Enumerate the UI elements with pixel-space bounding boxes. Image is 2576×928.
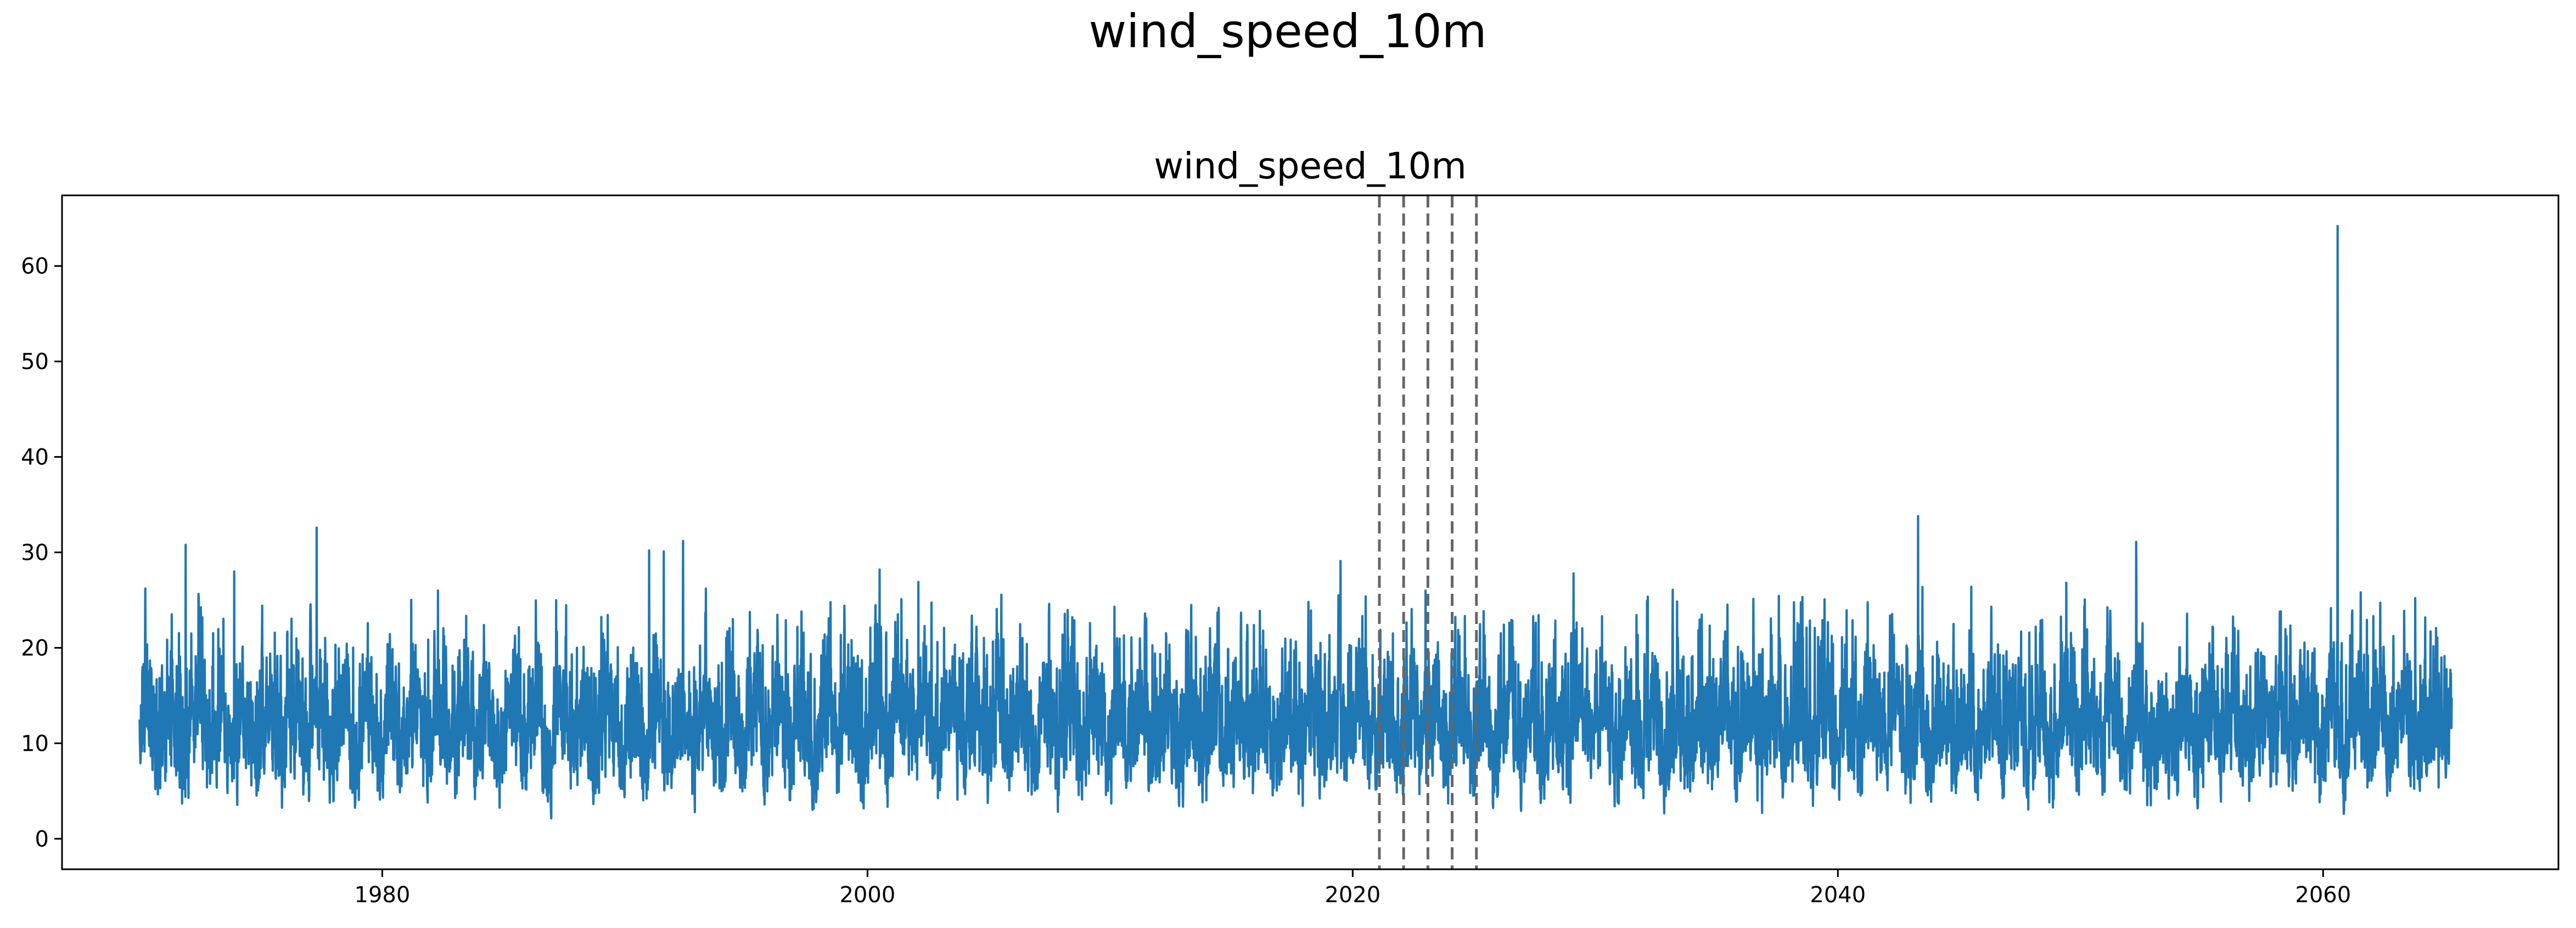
x-tick-label: 2060 xyxy=(2295,882,2351,908)
y-axis: 0 10 20 30 40 50 60 xyxy=(21,254,62,852)
y-tick-label: 10 xyxy=(21,731,49,756)
y-tick-label: 0 xyxy=(35,826,49,852)
y-tick-label: 30 xyxy=(21,541,49,566)
x-tick-label: 2020 xyxy=(1325,882,1380,908)
x-tick-label: 1980 xyxy=(355,882,411,908)
y-tick-label: 50 xyxy=(21,350,49,375)
y-tick-label: 40 xyxy=(21,445,49,470)
series-line-0 xyxy=(138,224,2453,820)
x-axis: 1980 2000 2020 2040 2060 xyxy=(355,869,2351,908)
figure-suptitle: wind_speed_10m xyxy=(1088,4,1486,58)
y-tick-label: 20 xyxy=(21,635,49,661)
chart-title: wind_speed_10m xyxy=(1154,145,1467,187)
axes-frame xyxy=(61,194,2560,870)
plot-area xyxy=(138,195,2453,869)
x-tick-label: 2000 xyxy=(839,882,895,908)
x-tick-label: 2040 xyxy=(1810,882,1866,908)
y-tick-label: 60 xyxy=(21,254,49,279)
